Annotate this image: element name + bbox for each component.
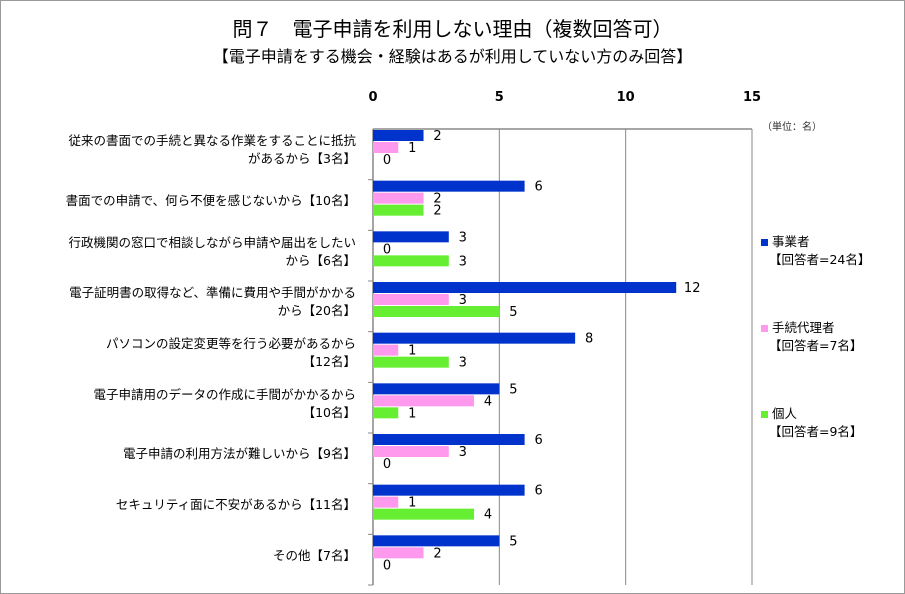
data-label: 6	[534, 433, 542, 448]
bar-事業者	[373, 535, 500, 547]
bar-手続代理者	[373, 446, 449, 457]
data-label: 2	[433, 204, 441, 219]
data-label: 3	[459, 356, 467, 371]
data-label: 3	[459, 230, 467, 245]
legend-item: 事業者【回答者=24名】	[761, 233, 870, 269]
category-label-line: 【12名】	[302, 354, 356, 369]
category-label: パソコンの設定変更等を行う必要があるから【12名】	[16, 335, 356, 371]
data-label: 12	[684, 281, 701, 296]
data-label: 6	[534, 180, 542, 195]
bar-事業者	[373, 130, 424, 141]
x-tick-label: 10	[617, 90, 635, 105]
data-label: 3	[459, 293, 467, 308]
legend-swatch	[761, 325, 768, 332]
data-label: 1	[408, 141, 416, 156]
category-label: 電子証明書の取得など、準備に費用や手間がかかるから【20名】	[16, 284, 356, 320]
category-label-line: があるから【3名】	[248, 151, 356, 167]
data-label: 4	[484, 508, 492, 523]
category-label-line: 行政機関の窓口で相談しながら申請や届出をしたい	[68, 234, 356, 250]
bar-手続代理者	[373, 142, 399, 153]
category-label-line: パソコンの設定変更等を行う必要があるから	[105, 336, 356, 351]
data-label: 1	[408, 406, 416, 421]
legend-sub: 【回答者=7名】	[769, 338, 863, 353]
data-label: 2	[433, 546, 441, 561]
data-label: 0	[383, 558, 391, 573]
bar-個人	[373, 255, 449, 267]
category-label-line: から【20名】	[277, 303, 356, 319]
legend-item: 個人【回答者=9名】	[761, 405, 862, 441]
bar-手続代理者	[373, 395, 475, 407]
bar-個人	[373, 204, 424, 216]
category-label-line: セキュリティ面に不安があるから【11名】	[115, 497, 356, 512]
legend-name: 事業者	[772, 234, 810, 249]
data-label: 0	[383, 242, 391, 257]
category-label-line: 電子申請の利用方法が難しいから【9名】	[123, 446, 356, 462]
bar-事業者	[373, 332, 576, 344]
legend-name: 個人	[772, 406, 798, 421]
legend-sub: 【回答者=24名】	[769, 252, 871, 267]
bar-手続代理者	[373, 547, 424, 559]
bar-手続代理者	[373, 294, 449, 305]
bar-事業者	[373, 383, 500, 395]
bar-手続代理者	[373, 344, 399, 356]
category-label: その他【7名】	[16, 547, 356, 565]
legend-name: 手続代理者	[772, 320, 835, 335]
data-label: 0	[383, 153, 391, 168]
category-label-line: から【6名】	[285, 252, 356, 268]
category-label-line: 電子証明書の取得など、準備に費用や手間がかかる	[69, 285, 356, 301]
category-label-line: 電子申請用のデータの作成に手間がかかるから	[93, 386, 356, 402]
bar-個人	[373, 356, 449, 368]
data-label: 0	[383, 457, 391, 472]
category-label-line: 書面での申請で、何ら不便を感じないから【10名】	[65, 193, 356, 208]
data-label: 1	[408, 344, 416, 359]
category-label-line: 【10名】	[302, 404, 356, 420]
category-label: 従来の書面での手続と異なる作業をすることに抵抗があるから【3名】	[16, 132, 356, 168]
data-label: 6	[534, 484, 542, 499]
data-label: 5	[509, 305, 517, 320]
unit-label: （単位：名）	[762, 122, 822, 133]
x-tick-label: 15	[743, 90, 761, 105]
data-label: 4	[484, 394, 492, 409]
bar-個人	[373, 407, 399, 419]
data-label: 3	[459, 254, 467, 269]
bar-事業者	[373, 434, 525, 445]
data-label: 2	[433, 192, 441, 207]
bar-事業者	[373, 231, 449, 243]
legend-swatch	[761, 411, 768, 418]
category-label: 電子申請の利用方法が難しいから【9名】	[16, 445, 356, 463]
bar-個人	[373, 508, 475, 520]
bar-個人	[373, 306, 500, 317]
chart-title: 問７ 電子申請を利用しない理由（複数回答可）	[232, 17, 673, 41]
data-label: 5	[509, 534, 517, 549]
category-label-line: 従来の書面での手続と異なる作業をすることに抵抗	[68, 133, 356, 149]
chart-subtitle: 【電子申請をする機会・経験はあるが利用していない方のみ回答】	[212, 47, 693, 66]
data-label: 8	[585, 332, 593, 347]
category-label: セキュリティ面に不安があるから【11名】	[16, 496, 356, 514]
bar-手続代理者	[373, 496, 399, 508]
legend-swatch	[761, 239, 768, 246]
category-label: 行政機関の窓口で相談しながら申請や届出をしたいから【6名】	[16, 234, 356, 270]
category-label-line: その他【7名】	[273, 547, 356, 563]
x-tick-label: 0	[368, 90, 377, 105]
x-tick-label: 5	[495, 90, 504, 105]
legend-sub: 【回答者=9名】	[769, 424, 863, 439]
category-label: 電子申請用のデータの作成に手間がかかるから【10名】	[16, 386, 356, 422]
category-label: 書面での申請で、何ら不便を感じないから【10名】	[16, 192, 356, 210]
data-label: 5	[509, 382, 517, 397]
data-label: 3	[459, 445, 467, 460]
bar-事業者	[373, 484, 525, 496]
bar-手続代理者	[373, 192, 424, 204]
data-label: 2	[433, 129, 441, 144]
bar-事業者	[373, 282, 677, 293]
bar-事業者	[373, 180, 525, 192]
legend-item: 手続代理者【回答者=7名】	[761, 319, 862, 355]
data-label: 1	[408, 496, 416, 511]
